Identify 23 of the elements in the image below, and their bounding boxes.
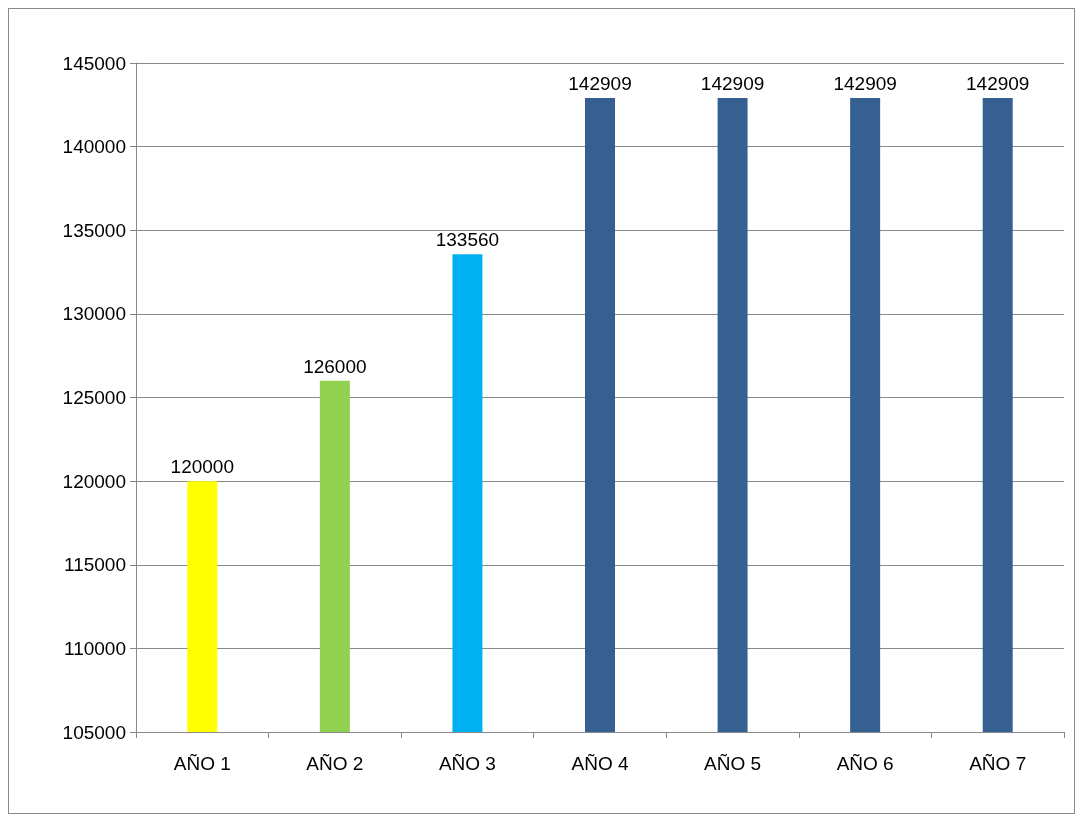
data-label: 133560 [435,229,500,251]
data-label: 126000 [303,355,367,377]
x-tick-label: AÑO 6 [836,753,894,774]
y-tick-label: 115000 [64,554,126,576]
x-tick-label: AÑO 2 [306,753,364,774]
y-tick-label: 125000 [62,387,126,408]
y-tick-label: 105000 [62,721,126,743]
y-tick-label: 145000 [62,52,126,74]
x-tick-label: AÑO 3 [438,753,496,774]
y-tick-label: 135000 [62,219,126,241]
data-label: 142909 [966,72,1030,94]
data-label: 120000 [170,456,234,478]
x-tick-label: AÑO 1 [173,753,231,774]
y-tick-label: 120000 [62,470,126,492]
x-tick-label: AÑO 5 [704,753,762,774]
data-label: 142909 [700,72,765,94]
x-tick-label: AÑO 4 [571,753,629,774]
data-label: 142909 [833,72,897,94]
data-label: 142909 [568,72,632,94]
y-tick-label: 130000 [62,303,126,325]
x-tick-label: AÑO 7 [969,753,1027,774]
y-tick-label: 110000 [64,637,126,659]
y-tick-label: 140000 [62,136,126,158]
